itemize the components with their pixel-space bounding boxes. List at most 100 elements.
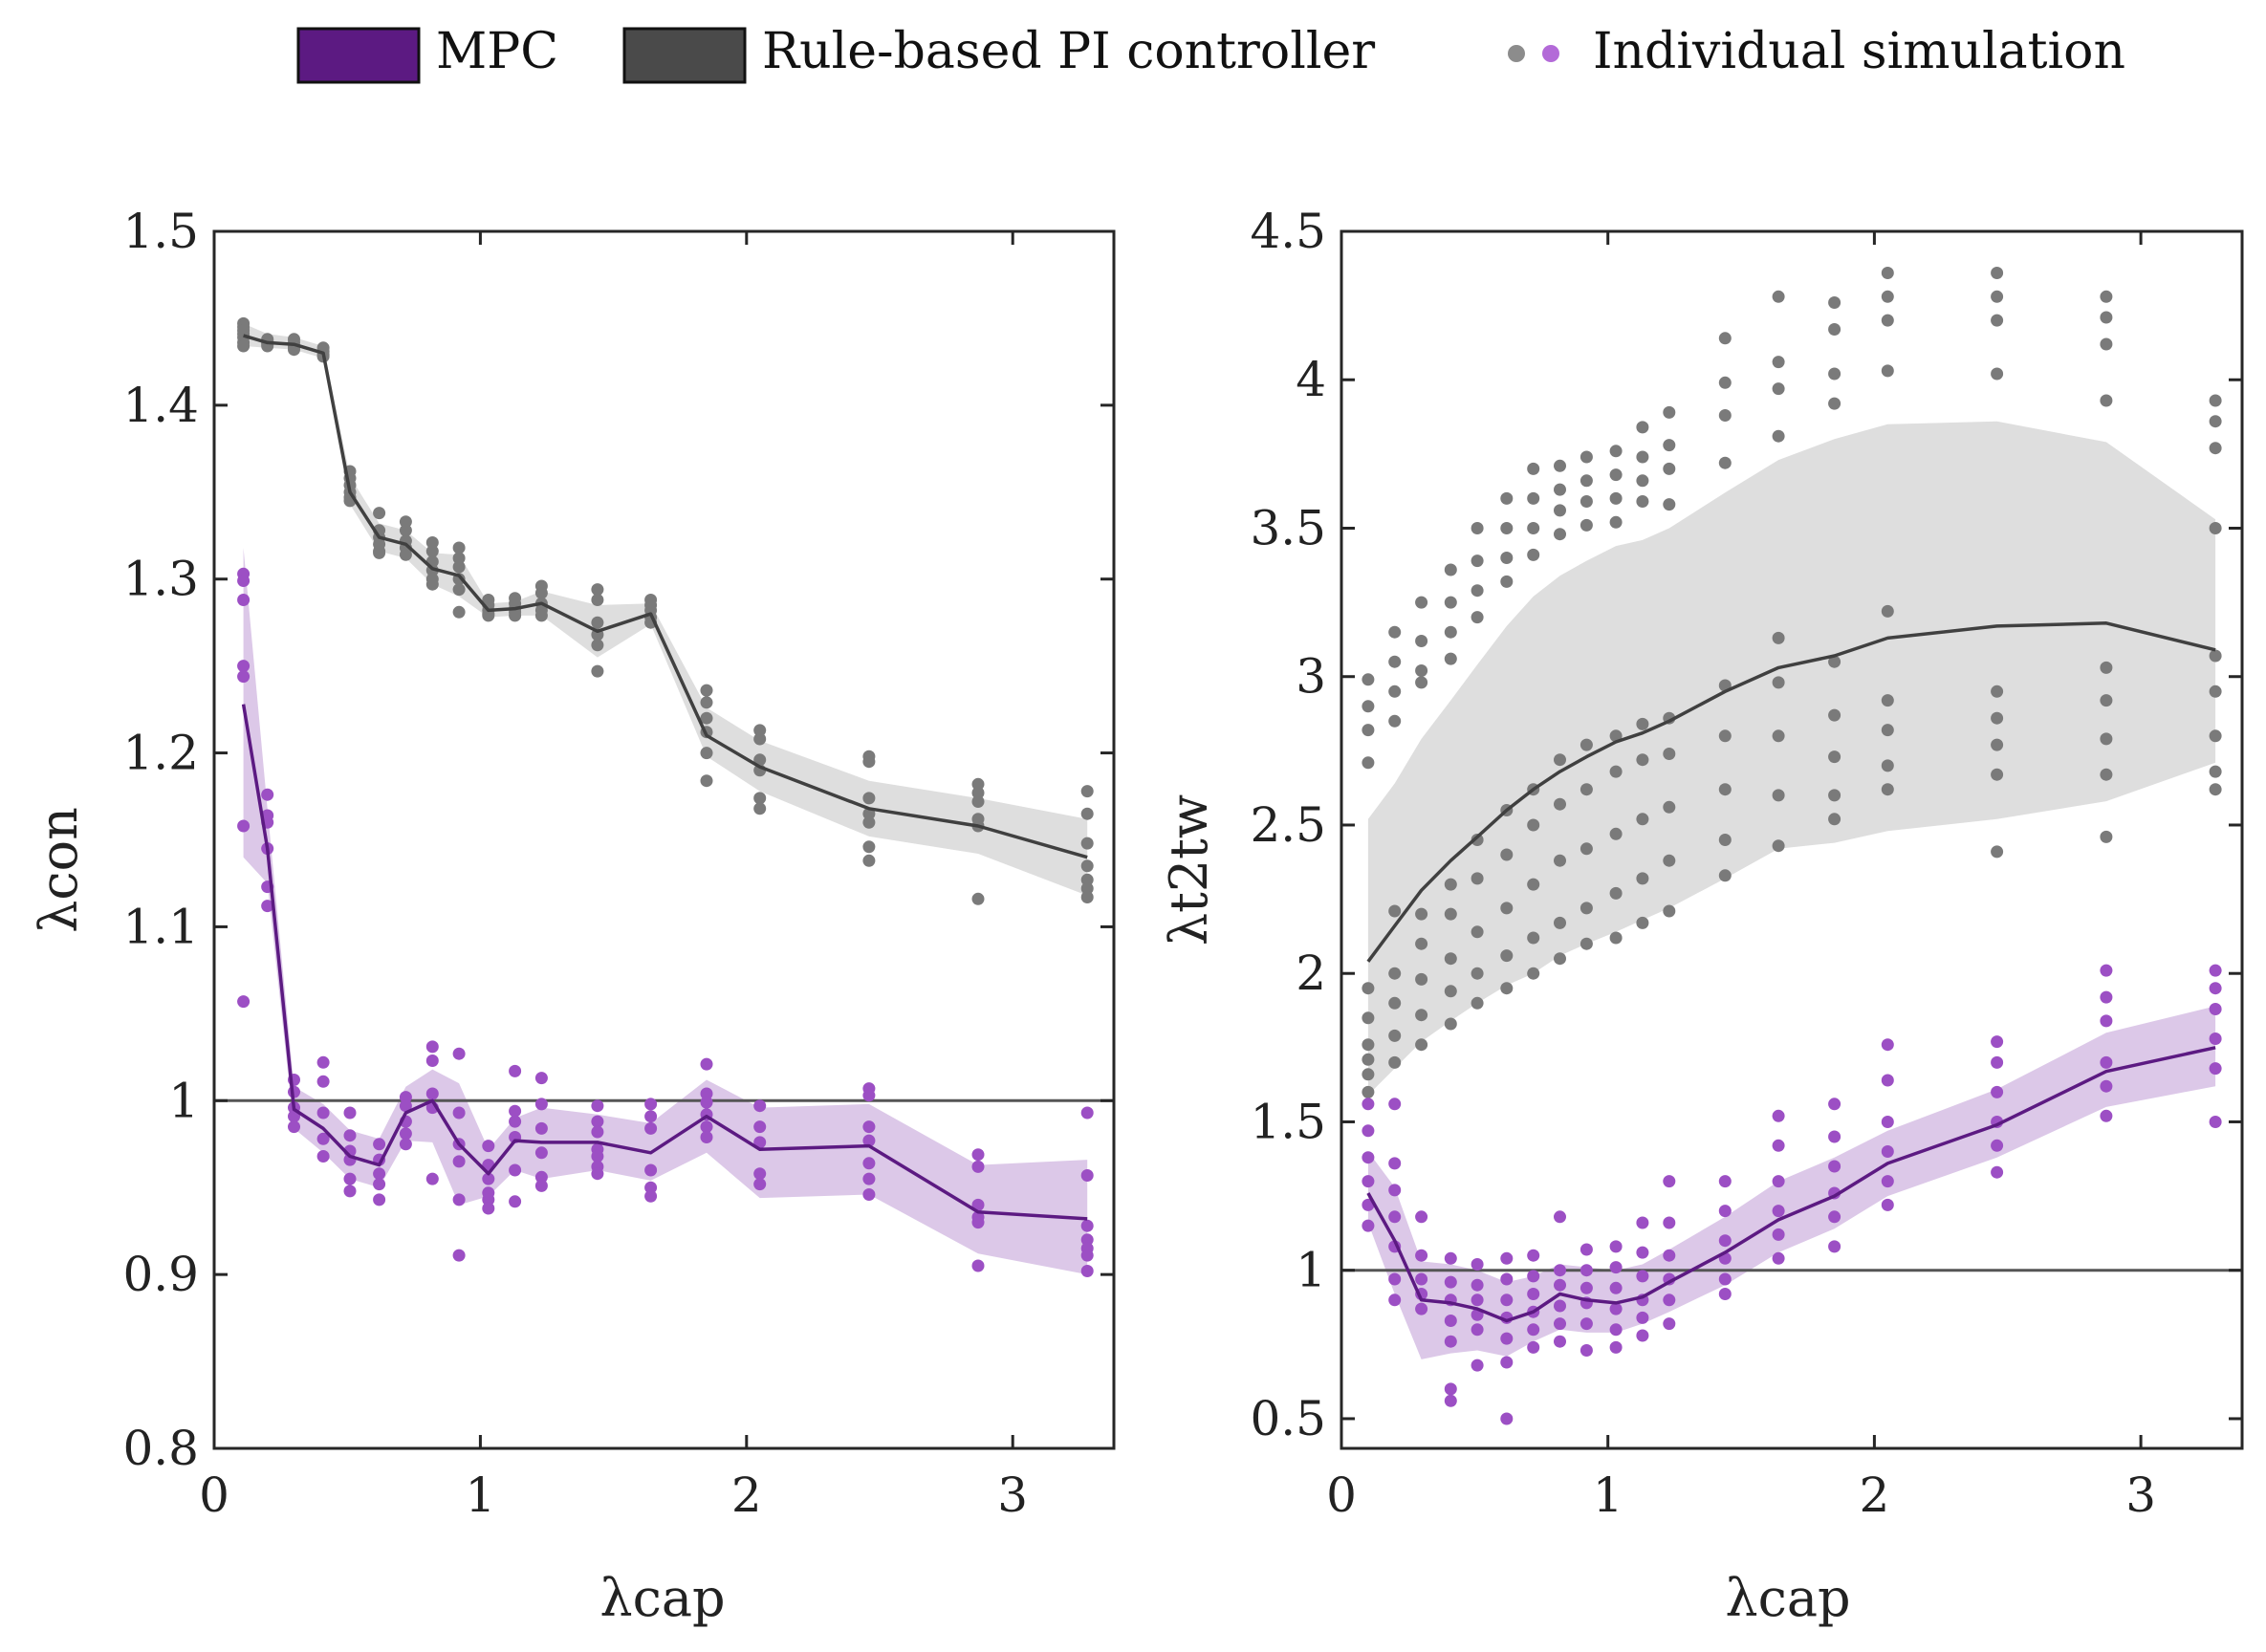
left-mpc-sample-point (862, 1188, 876, 1201)
left-mpc-sample-point (971, 1198, 985, 1211)
right-pi-sample-point (1444, 625, 1457, 639)
left-y-axis-label: λcon (29, 807, 89, 933)
right-pi-sample-point (1828, 708, 1841, 722)
right-pi-sample-point (1500, 522, 1514, 534)
right-pi-sample-point (1471, 925, 1484, 939)
right-pi-sample-point (1362, 1053, 1375, 1066)
left-pi-sample-point (373, 546, 386, 559)
left-mpc-sample-point (237, 575, 251, 587)
right-pi-sample-point (2209, 649, 2222, 663)
left-mpc-sample-point (1080, 1169, 1094, 1182)
right-mpc-sample-point (1527, 1323, 1540, 1337)
left-mpc-sample-point (425, 1172, 439, 1185)
right-pi-sample-point (1609, 515, 1623, 529)
right-y-tick-label: 4.5 (1250, 204, 1326, 259)
left-x-tick-label: 2 (731, 1467, 762, 1523)
left-mpc-sample-point (644, 1121, 658, 1135)
right-mpc-sample-point (1881, 1116, 1894, 1128)
right-mpc-sample-point (1772, 1109, 1785, 1122)
left-mpc-confidence-band (243, 548, 1088, 1275)
left-x-axis-label: λcap (599, 1568, 725, 1628)
left-pi-sample-point (591, 616, 604, 629)
right-pi-sample-point (1362, 982, 1375, 995)
right-pi-sample-point (1881, 694, 1894, 707)
right-mpc-sample-point (1881, 1038, 1894, 1052)
right-pi-sample-point (1663, 462, 1676, 475)
right-mpc-sample-point (1580, 1243, 1593, 1256)
right-pi-sample-point (1636, 813, 1649, 826)
right-pi-sample-point (1828, 323, 1841, 336)
left-y-tick-label: 1.5 (122, 204, 199, 259)
left-mpc-sample-point (237, 670, 251, 684)
left-pi-sample-point (534, 609, 548, 622)
right-pi-sample-point (1663, 405, 1676, 419)
right-pi-sample-point (1554, 753, 1566, 767)
right-mpc-sample-point (1388, 1098, 1402, 1111)
right-pi-sample-point (1388, 1055, 1402, 1069)
legend: MPC Rule-based PI controller Individual … (296, 23, 2125, 84)
right-mpc-sample-point (2100, 964, 2113, 977)
right-pi-sample-point (1415, 972, 1428, 986)
left-y-tick-label: 1 (168, 1073, 199, 1128)
left-mpc-sample-point (343, 1172, 357, 1185)
left-mpc-sample-point (261, 788, 274, 801)
right-pi-sample-point (1580, 518, 1593, 532)
right-mpc-sample-point (1609, 1302, 1623, 1315)
right-mpc-sample-point (1772, 1205, 1785, 1218)
left-mpc-sample-point (700, 1131, 713, 1143)
left-mpc-sample-point (534, 1098, 548, 1111)
left-mpc-sample-point (316, 1150, 330, 1163)
right-pi-sample-point (1609, 491, 1623, 505)
left-mpc-sample-point (534, 1146, 548, 1160)
right-mpc-sample-point (1609, 1340, 1623, 1354)
right-pi-sample-point (1772, 290, 1785, 303)
right-mpc-sample-point (1362, 1175, 1375, 1188)
right-pi-sample-point (2100, 830, 2113, 843)
right-mpc-sample-point (1471, 1323, 1484, 1337)
right-pi-sample-point (1828, 296, 1841, 309)
right-pi-sample-point (1554, 528, 1566, 541)
right-pi-sample-point (1636, 916, 1649, 929)
right-pi-sample-point (1663, 800, 1676, 814)
right-pi-sample-point (1500, 848, 1514, 861)
right-mpc-sample-point (1444, 1275, 1457, 1289)
right-mpc-sample-point (1500, 1356, 1514, 1369)
left-mpc-sample-point (482, 1202, 495, 1215)
right-pi-sample-point (1527, 548, 1540, 561)
right-pi-sample-point (1415, 1038, 1428, 1052)
left-mpc-sample-point (425, 1040, 439, 1054)
left-mpc-sample-point (316, 1075, 330, 1088)
left-mpc-sample-point (591, 1167, 604, 1181)
right-mpc-sample-point (1663, 1317, 1676, 1331)
right-pi-sample-point (1580, 738, 1593, 751)
left-mpc-sample-point (373, 1138, 386, 1151)
right-pi-sample-point (1580, 842, 1593, 856)
right-mpc-sample-point (1580, 1264, 1593, 1277)
left-mpc-sample-point (343, 1106, 357, 1119)
right-pi-sample-point (2209, 522, 2222, 534)
right-pi-sample-point (1554, 797, 1566, 811)
left-pi-sample-point (425, 545, 439, 558)
left-mpc-sample-point (644, 1189, 658, 1203)
right-pi-sample-point (1663, 854, 1676, 867)
right-mpc-sample-point (1991, 1055, 2004, 1069)
left-mpc-sample-point (700, 1120, 713, 1134)
left-pi-sample-point (399, 548, 412, 561)
right-pi-sample-point (1471, 522, 1484, 534)
right-pi-sample-point (1527, 931, 1540, 945)
left-pi-sample-point (399, 524, 412, 537)
right-pi-sample-point (1500, 552, 1514, 564)
right-pi-sample-point (1362, 1068, 1375, 1081)
left-pi-sample-point (509, 609, 522, 622)
left-pi-sample-point (971, 795, 985, 808)
left-mpc-sample-point (373, 1167, 386, 1181)
right-mpc-sample-point (1991, 1165, 2004, 1179)
left-y-tick-label: 1.1 (122, 899, 199, 954)
right-pi-sample-point (1663, 748, 1676, 760)
right-mpc-sample-point (1718, 1288, 1732, 1300)
left-mpc-sample-point (534, 1170, 548, 1184)
right-mpc-sample-point (1636, 1270, 1649, 1283)
right-pi-sample-point (1881, 783, 1894, 796)
right-pi-sample-point (1471, 834, 1484, 846)
right-pi-sample-point (1772, 676, 1785, 689)
